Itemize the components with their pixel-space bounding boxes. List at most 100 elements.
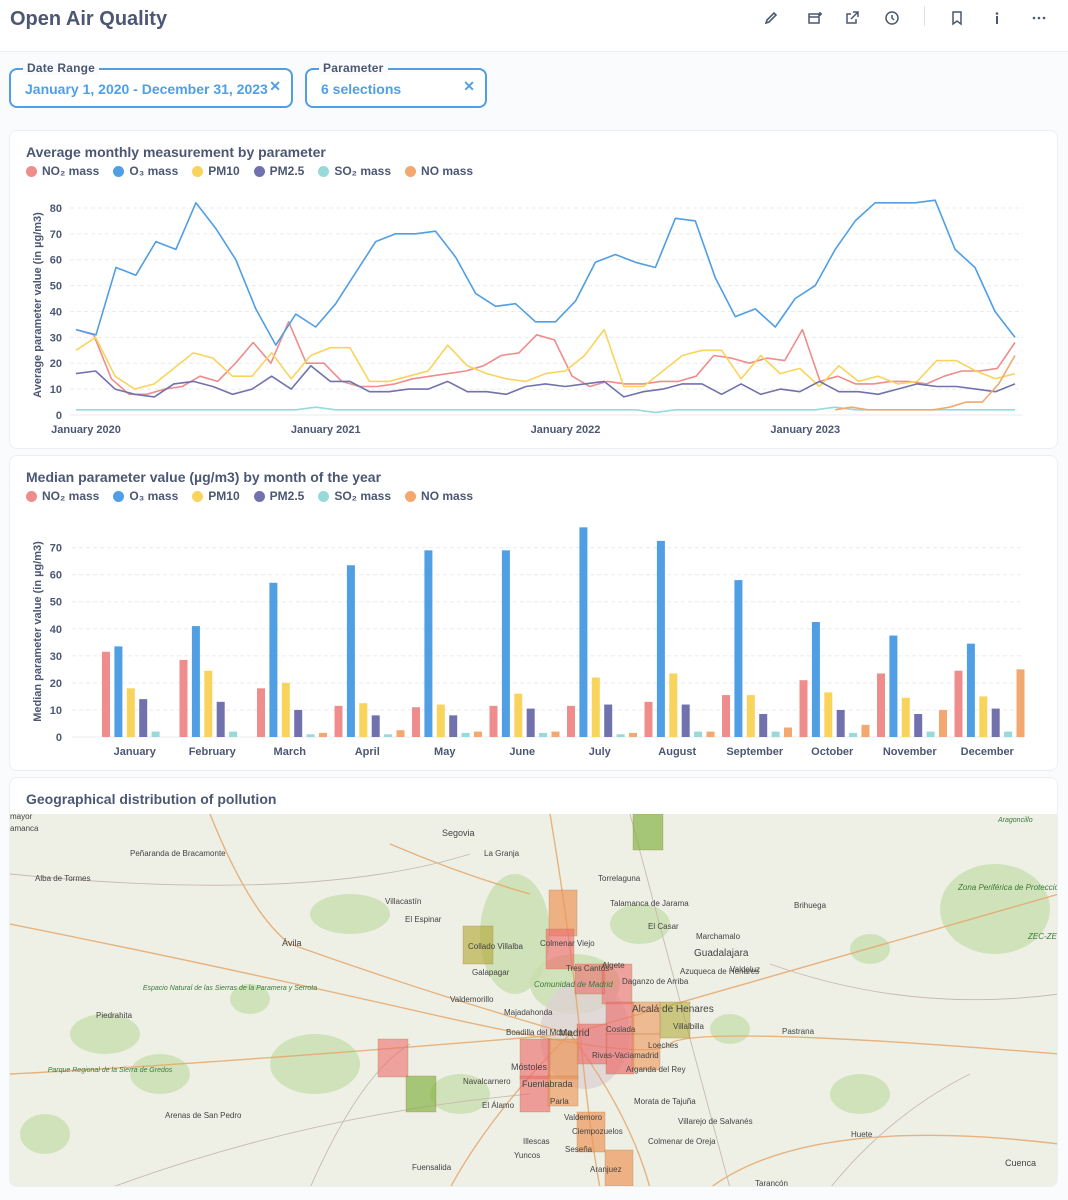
forest-area <box>710 1014 750 1044</box>
line-chart-card[interactable]: Average monthly measurement by parameter… <box>9 130 1058 449</box>
bar <box>151 731 160 737</box>
legend-item[interactable]: PM10 <box>192 164 240 178</box>
map-place-label: Alcalá de Henares <box>632 1004 714 1015</box>
bar-chart-title: Median parameter value (µg/m3) by month … <box>26 469 382 485</box>
pollution-cell <box>576 1111 606 1153</box>
y-tick-label: 70 <box>50 543 62 555</box>
legend-label: O₃ mass <box>129 164 179 178</box>
pollution-cell <box>548 889 578 937</box>
map-place-label: Zona Periférica de Protección del Parque… <box>957 883 1058 892</box>
map-place-label: Brihuega <box>794 901 827 910</box>
legend-label: NO₂ mass <box>42 164 100 178</box>
date-range-filter[interactable]: Date Range January 1, 2020 - December 31… <box>9 61 293 108</box>
map-place-label: Villalbilla <box>673 1022 705 1031</box>
bookmark-icon[interactable] <box>945 6 969 30</box>
x-tick-label: June <box>509 746 535 758</box>
bar <box>294 709 303 737</box>
bar <box>359 703 368 737</box>
toolbar-divider <box>924 6 925 26</box>
line-chart[interactable]: 0 10 20 30 40 50 60 70 80 Average parameter value… <box>10 131 1058 449</box>
y-tick-label: 10 <box>50 705 62 717</box>
legend-item[interactable]: SO₂ mass <box>318 489 391 503</box>
bar <box>514 693 523 737</box>
pollution-cell <box>519 1038 551 1080</box>
legend-item[interactable]: PM2.5 <box>253 164 304 178</box>
map-park-label: Parque Regional de la Sierra de Gredos <box>48 1067 173 1074</box>
legend-item[interactable]: PM10 <box>192 489 240 503</box>
share-icon[interactable] <box>840 6 864 30</box>
bar-chart-card[interactable]: Median parameter value (µg/m3) by month … <box>9 455 1058 771</box>
pollution-cell <box>547 1038 579 1080</box>
y-tick-label: 80 <box>50 203 62 215</box>
info-icon[interactable] <box>985 6 1009 30</box>
legend-swatch <box>318 165 330 177</box>
bar <box>191 626 200 737</box>
parameter-filter[interactable]: Parameter 6 selections ✕ <box>305 61 487 108</box>
legend-item[interactable]: NO mass <box>405 489 473 503</box>
more-icon[interactable] <box>1027 6 1051 30</box>
forest-area <box>70 1014 140 1054</box>
map-place-label: Boadilla del Monte <box>506 1028 572 1037</box>
bar <box>914 714 923 737</box>
map-place-label: Azuqueca de Henares <box>680 967 759 976</box>
pollution-cell <box>545 928 575 970</box>
clear-date-range-icon[interactable]: ✕ <box>269 78 281 94</box>
map-card[interactable]: Geographical distribution of pollution S… <box>9 777 1058 1187</box>
bar-chart[interactable]: 0 10 20 30 40 50 60 70 Median parameter value (i… <box>10 456 1058 771</box>
map-place-label: Yuncos <box>514 1151 540 1160</box>
pencil-icon[interactable] <box>759 6 783 30</box>
map-place-label: Galapagar <box>472 968 510 977</box>
map-place-label: Villacastín <box>385 897 421 906</box>
pollution-cell <box>631 1001 661 1035</box>
date-range-filter-value[interactable]: January 1, 2020 - December 31, 2023 <box>25 81 268 97</box>
bar <box>706 731 715 737</box>
legend-item[interactable]: O₃ mass <box>113 489 178 503</box>
map-title: Geographical distribution of pollution <box>26 791 277 807</box>
map-place-label: Daganzo de Arriba <box>622 977 689 986</box>
legend-item[interactable]: NO mass <box>405 164 473 178</box>
bar <box>681 704 690 737</box>
bar <box>501 550 510 737</box>
history-icon[interactable] <box>880 6 904 30</box>
bar <box>799 680 808 737</box>
date-range-filter-label: Date Range <box>23 61 100 75</box>
bar <box>334 705 343 737</box>
legend-swatch <box>26 165 37 177</box>
legend-item[interactable]: NO₂ mass <box>26 164 99 178</box>
forest-area <box>20 1114 70 1154</box>
x-tick-label: May <box>434 746 456 758</box>
forest-area <box>270 1034 360 1094</box>
map-place-label: Morata de Tajuña <box>634 1097 696 1106</box>
legend-item[interactable]: O₃ mass <box>113 164 178 178</box>
bar <box>551 731 560 737</box>
y-tick-label: 0 <box>56 410 62 422</box>
y-tick-label: 30 <box>50 332 62 344</box>
series-line <box>75 365 1016 398</box>
map-place-label: Guadalajara <box>694 948 749 959</box>
minor-road <box>629 813 730 1186</box>
bar <box>939 709 947 737</box>
forest-area <box>230 984 270 1014</box>
forest-area <box>310 894 390 934</box>
map-place-label: Pastrana <box>782 1027 815 1036</box>
bar <box>926 731 935 737</box>
legend-item[interactable]: NO₂ mass <box>26 489 99 503</box>
forest-area <box>830 1074 890 1114</box>
y-tick-label: 40 <box>50 306 62 318</box>
clear-parameter-icon[interactable]: ✕ <box>463 78 475 94</box>
legend-item[interactable]: SO₂ mass <box>318 164 391 178</box>
map-place-label: Collado Villalba <box>468 942 524 951</box>
map-place-label: Illescas <box>523 1137 550 1146</box>
legend-item[interactable]: PM2.5 <box>253 489 304 503</box>
map-canvas[interactable]: Segovia Peñaranda de Bracamonte Alba de To… <box>10 812 1058 1187</box>
y-tick-label: 60 <box>50 255 62 267</box>
map-place-label: La Granja <box>484 849 520 858</box>
legend-swatch <box>253 490 265 502</box>
parameter-filter-value[interactable]: 6 selections <box>321 81 402 97</box>
pollution-map[interactable]: Segovia Peñaranda de Bracamonte Alba de To… <box>10 812 1058 1187</box>
x-tick-label: January 2022 <box>531 424 601 436</box>
legend-swatch <box>253 165 265 177</box>
legend-label: SO₂ mass <box>334 489 392 503</box>
pollution-cell <box>462 925 494 965</box>
add-to-dashboard-icon[interactable] <box>803 6 827 30</box>
